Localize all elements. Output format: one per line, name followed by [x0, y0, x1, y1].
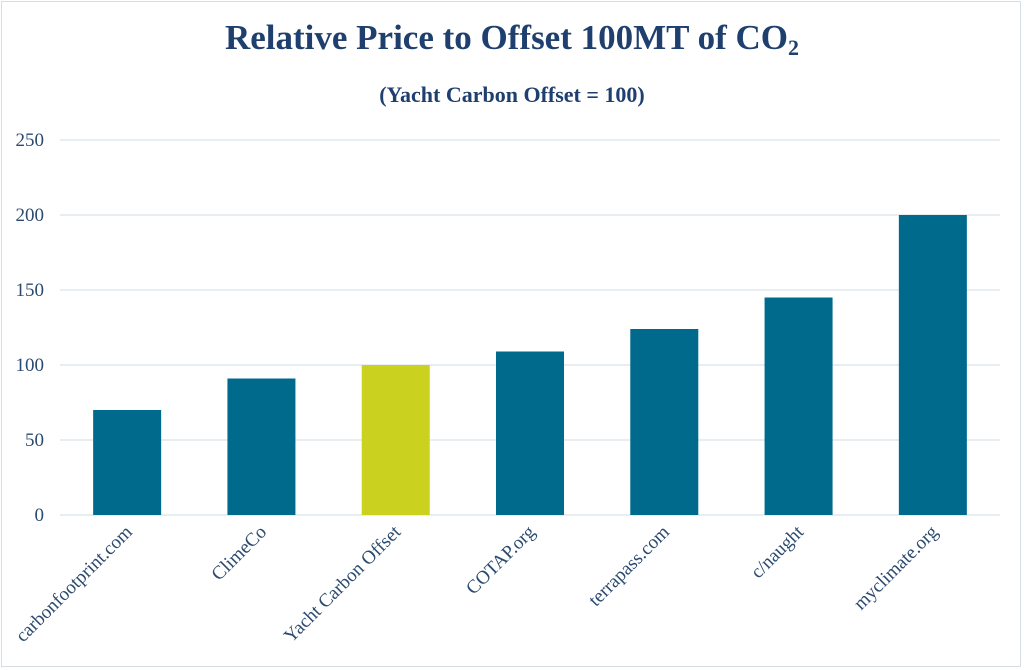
chart-title: Relative Price to Offset 100MT of CO2 [0, 18, 1024, 61]
y-tick-label: 100 [16, 355, 45, 376]
x-tick-label: ClimeCo [208, 522, 271, 585]
y-tick-label: 0 [35, 505, 45, 526]
bar [93, 410, 162, 515]
x-axis-labels: carbonfootprint.com ClimeCo Yacht Carbon O… [12, 521, 943, 647]
y-tick-label: 150 [16, 280, 45, 301]
x-tick-label: carbonfootprint.com [12, 522, 137, 647]
y-axis-ticks: 0 50 100 150 200 250 [16, 130, 45, 526]
x-tick-label: COTAP.org [462, 521, 540, 599]
chart-subtitle: (Yacht Carbon Offset = 100) [379, 82, 645, 107]
bar [496, 351, 564, 515]
chart-title-subscript: 2 [788, 35, 800, 60]
x-tick-label: terrapass.com [585, 522, 674, 611]
y-tick-label: 50 [25, 430, 44, 451]
x-tick-label: myclimate.org [850, 521, 943, 614]
bar [361, 365, 430, 515]
bars [93, 215, 967, 515]
bar [630, 329, 699, 515]
y-tick-label: 200 [16, 205, 45, 226]
bar [227, 378, 296, 515]
y-tick-label: 250 [16, 130, 45, 151]
x-tick-label: Yacht Carbon Offset [280, 521, 406, 647]
x-tick-label: c/naught [747, 521, 809, 583]
bar [764, 297, 833, 515]
chart-title-text: Relative Price to Offset 100MT of CO [224, 18, 789, 57]
bar [898, 215, 967, 515]
